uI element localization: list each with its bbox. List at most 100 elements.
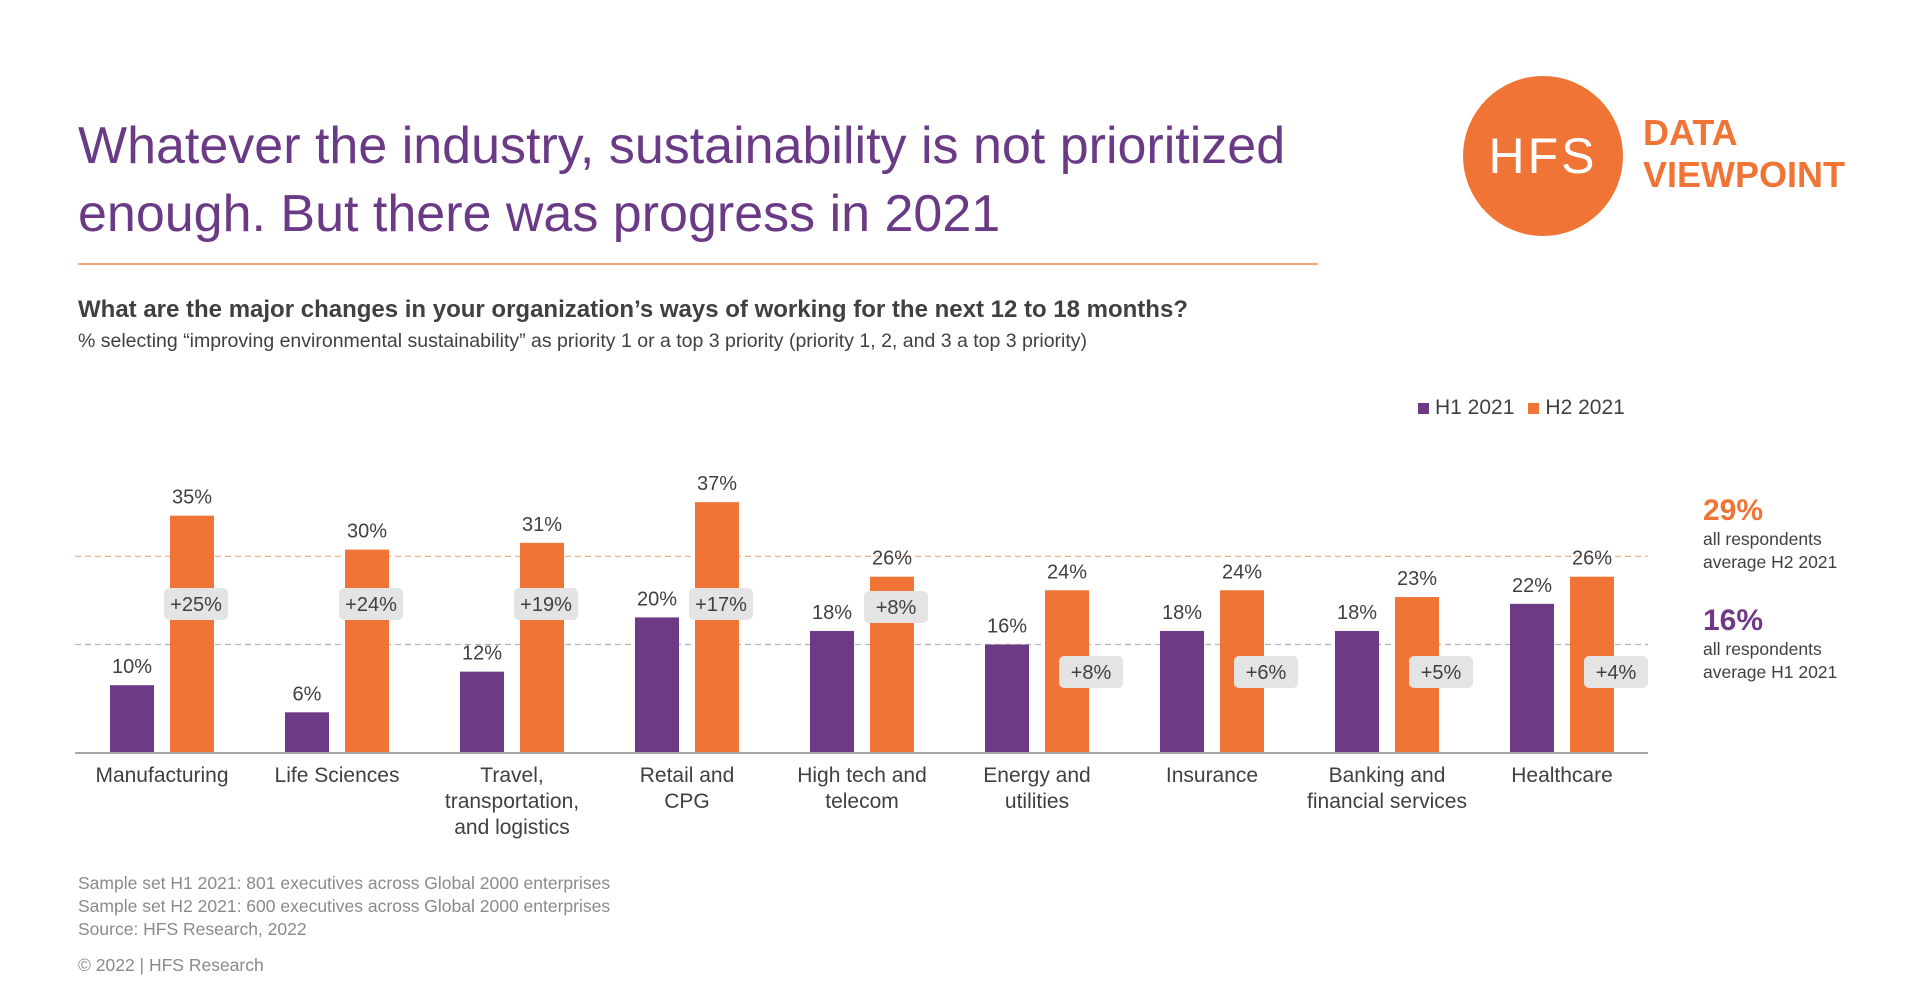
legend-label-h1: H1 2021 (1435, 396, 1515, 419)
data-label-h1: 18% (812, 602, 852, 624)
category-label-line: telecom (825, 790, 899, 813)
change-badge (1234, 656, 1298, 688)
category-label: Healthcare (1511, 764, 1613, 787)
category-label-line: Travel, (480, 764, 543, 787)
logo-mark: HFS (1463, 76, 1623, 236)
change-badge (1059, 656, 1123, 688)
data-label-h1: 6% (293, 683, 322, 705)
bar-h2 (695, 502, 739, 753)
change-label: +6% (1246, 662, 1287, 684)
category-label: Life Sciences (275, 764, 400, 787)
bar-h1 (1160, 630, 1204, 753)
data-label-h2: 24% (1222, 561, 1262, 583)
hfs-logo: HFS DATA VIEWPOINT (1463, 76, 1863, 242)
data-label-h2: 30% (347, 521, 387, 543)
category-label: Travel, transportation, and logistics (445, 764, 579, 839)
category-label-line: Manufacturing (95, 764, 228, 787)
bar-h2 (345, 549, 389, 753)
bar-h2 (170, 515, 214, 753)
category-label: Banking and financial services (1307, 764, 1467, 813)
title-divider (78, 263, 1318, 265)
change-badge (1409, 656, 1473, 688)
change-label: +19% (520, 594, 572, 616)
logo-line-1: DATA (1643, 112, 1738, 153)
change-badge (864, 591, 928, 623)
change-badge (514, 588, 578, 620)
data-label-h1: 16% (987, 616, 1027, 638)
category-label-line: transportation, (445, 790, 579, 813)
bar-h1 (285, 712, 329, 753)
average-h1-callout: 16% all respondents average H1 2021 (1703, 604, 1837, 684)
change-label: +4% (1596, 662, 1637, 684)
category-label-line: and logistics (454, 816, 570, 839)
page-title: Whatever the industry, sustainability is… (78, 112, 1328, 248)
data-label-h2: 26% (1572, 548, 1612, 570)
title-line-1: Whatever the industry, sustainability is… (78, 117, 1286, 175)
change-label: +8% (876, 597, 917, 619)
data-label-h1: 22% (1512, 575, 1552, 597)
category-label-line: High tech and (797, 764, 927, 787)
average-h1-line2: average H1 2021 (1703, 662, 1838, 682)
chart-subtitle: % selecting “improving environmental sus… (78, 330, 1088, 352)
category-label-line: financial services (1307, 790, 1467, 813)
category-label-line: Banking and (1329, 764, 1446, 787)
bar-h1 (1510, 603, 1554, 753)
data-label-h1: 10% (112, 656, 152, 678)
category-label-line: Life Sciences (275, 764, 400, 787)
change-label: +17% (695, 594, 747, 616)
average-h1-line1: all respondents (1703, 639, 1822, 659)
data-label-h1: 18% (1162, 602, 1202, 624)
legend-item-h1: H1 2021 (1418, 396, 1514, 420)
sample-h2-note: Sample set H2 2021: 600 executives acros… (78, 896, 611, 916)
change-badge (164, 588, 228, 620)
data-label-h1: 12% (462, 643, 502, 665)
legend-swatch-h1 (1418, 402, 1429, 414)
category-label-line: Energy and (983, 764, 1090, 787)
change-label: +25% (170, 594, 222, 616)
bar-h2 (520, 542, 564, 753)
bar-h1 (460, 671, 504, 753)
data-label-h2: 31% (522, 514, 562, 536)
average-h2-value: 29% (1703, 494, 1764, 527)
legend-swatch-h2 (1528, 402, 1540, 414)
category-label-line: utilities (1005, 790, 1069, 813)
data-label-h2: 26% (872, 548, 912, 570)
category-label: Retail and CPG (640, 764, 735, 813)
average-h2-callout: 29% all respondents average H2 2021 (1703, 494, 1837, 574)
category-label-line: CPG (664, 790, 710, 813)
change-badge (689, 588, 753, 620)
bar-h1 (110, 685, 154, 753)
category-label-line: Retail and (640, 764, 735, 787)
copyright: © 2022 | HFS Research (78, 955, 264, 975)
change-badge (339, 588, 403, 620)
data-label-h2: 35% (172, 487, 212, 509)
data-label-h2: 37% (697, 473, 737, 495)
category-label-line: Healthcare (1511, 764, 1613, 787)
title-line-2: enough. But there was progress in 2021 (78, 185, 1001, 243)
category-label: Insurance (1166, 764, 1258, 787)
average-h2-line2: average H2 2021 (1703, 552, 1838, 572)
category-label: Manufacturing (95, 764, 228, 787)
change-label: +8% (1071, 662, 1112, 684)
bar-h1 (985, 644, 1029, 753)
change-badge (1584, 656, 1648, 688)
source-note: Source: HFS Research, 2022 (78, 919, 307, 939)
logo-line-2: VIEWPOINT (1643, 154, 1846, 195)
data-label-h2: 24% (1047, 561, 1087, 583)
bar-h1 (810, 630, 854, 753)
change-label: +5% (1421, 662, 1462, 684)
category-label: High tech and telecom (797, 764, 927, 813)
average-h2-line1: all respondents (1703, 529, 1822, 549)
legend-label-h2: H2 2021 (1545, 396, 1625, 419)
category-label-line: Insurance (1166, 764, 1258, 787)
survey-question: What are the major changes in your organ… (78, 296, 1188, 323)
change-label: +24% (345, 594, 397, 616)
legend-item-h2: H2 2021 (1528, 396, 1625, 420)
data-label-h1: 18% (1337, 602, 1377, 624)
chart-legend: H1 2021 H2 2021 (1418, 396, 1639, 420)
average-h1-value: 16% (1703, 604, 1764, 637)
sample-h1-note: Sample set H1 2021: 801 executives acros… (78, 873, 611, 893)
bar-h1 (635, 617, 679, 753)
logo-wordmark: DATA VIEWPOINT (1643, 112, 1845, 196)
